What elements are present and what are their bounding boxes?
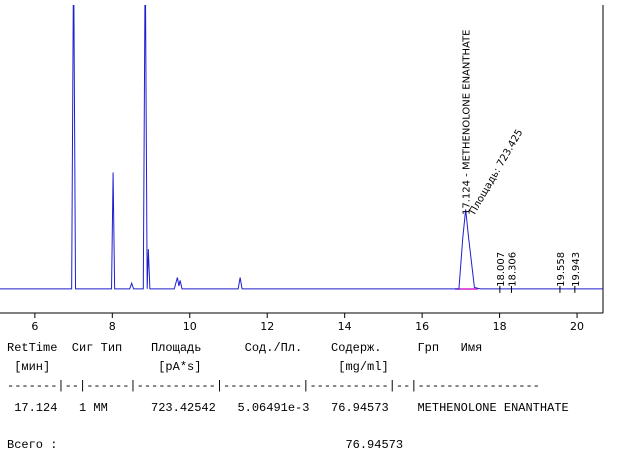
- x-tick-label: 16: [415, 320, 429, 333]
- report-row: 17.124 1 MM 723.42542 5.06491e-3 76.9457…: [7, 401, 569, 415]
- x-tick-label: 12: [260, 320, 274, 333]
- peak-label: 18.007: [496, 252, 507, 287]
- x-tick-label: 14: [338, 320, 352, 333]
- report-separator: -------|--|------|-----------|----------…: [7, 379, 540, 393]
- peak-label: 18.306: [507, 252, 518, 287]
- peak-area-label: Площадь: 723.425: [468, 128, 526, 217]
- report-total: Всего : 76.94573: [7, 438, 403, 452]
- peak-label: 19.943: [571, 252, 582, 287]
- report-units: [мин] [pA*s] [mg/ml]: [7, 360, 389, 374]
- x-tick-label: 8: [109, 320, 116, 333]
- signal-trace: [0, 5, 603, 290]
- peak-name-label: 17.124 - METHENOLONE ENANTHATE: [462, 29, 473, 215]
- x-tick-label: 18: [493, 320, 507, 333]
- report-header: RetTime Сиг Тип Площадь Сод./Пл. Содерж.…: [7, 341, 482, 355]
- x-tick-label: 6: [31, 320, 38, 333]
- peak-label: 19.558: [556, 252, 567, 287]
- x-tick-label: 10: [183, 320, 197, 333]
- x-tick-label: 20: [570, 320, 584, 333]
